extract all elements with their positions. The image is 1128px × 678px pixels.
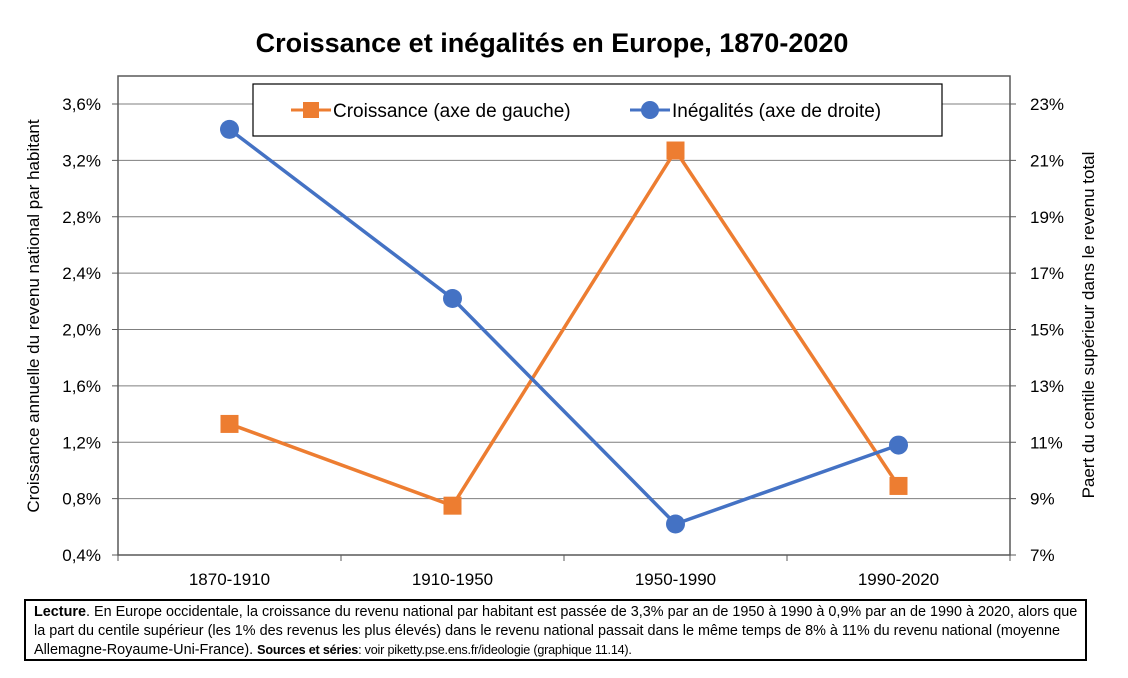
data-point-croissance: [443, 496, 462, 515]
y-left-tick-label: 1,2%: [62, 433, 101, 452]
series: [220, 119, 908, 534]
data-point-croissance: [220, 414, 239, 433]
data-point-croissance: [666, 141, 685, 160]
x-tick-label: 1990-2020: [858, 570, 939, 589]
y-right-tick-label: 9%: [1030, 490, 1055, 509]
y-left-tick-label: 0,8%: [62, 490, 101, 509]
chart-title: Croissance et inégalités en Europe, 1870…: [255, 28, 849, 58]
legend-box: [252, 83, 943, 137]
series-line-croissance: [228, 148, 900, 508]
lecture-note: Lecture. En Europe occidentale, la crois…: [24, 599, 1087, 661]
x-tick-label: 1950-1990: [635, 570, 716, 589]
y-right-tick-label: 15%: [1030, 321, 1064, 340]
y-right-tick-label: 21%: [1030, 151, 1064, 170]
data-point-inegalites: [220, 119, 239, 139]
sources-label: Sources et séries: [257, 643, 359, 657]
y-right-tick-label: 19%: [1030, 208, 1064, 227]
y-left-tick-label: 1,6%: [62, 377, 101, 396]
data-point-inegalites: [889, 435, 908, 455]
y-right-tick-label: 23%: [1030, 95, 1064, 114]
y-left-tick-label: 3,2%: [62, 151, 101, 170]
lecture-text: . En Europe occidentale, la croissance d…: [34, 604, 1078, 658]
data-point-inegalites: [443, 288, 462, 308]
y-right-tick-label: 13%: [1030, 377, 1064, 396]
legend: Croissance (axe de gauche) Inégalités (a…: [252, 83, 943, 137]
y-left-tick-label: 2,4%: [62, 264, 101, 283]
legend-marker-croissance: [303, 102, 319, 118]
y-right-tick-label: 11%: [1030, 433, 1063, 452]
y-left-tick-label: 2,8%: [62, 208, 101, 227]
sources-text: : voir piketty.pse.ens.fr/ideologie (gra…: [358, 643, 632, 657]
y-right-tick-label: 7%: [1030, 546, 1055, 565]
x-tick-label: 1910-1950: [412, 570, 493, 589]
legend-marker-inegalites: [641, 101, 659, 119]
x-tick-label: 1870-1910: [189, 570, 270, 589]
y-axis-right-title: Paert du centile supérieur dans le reven…: [1079, 152, 1098, 499]
data-point-inegalites: [666, 514, 685, 534]
ticks: 0,4% 7% 0,8% 9% 1,2% 11% 1,6% 13% 2,0% 15% 2,4% 17%…: [62, 95, 1064, 589]
legend-label-inegalites: Inégalités (axe de droite): [672, 101, 881, 122]
y-right-tick-label: 17%: [1030, 264, 1064, 283]
y-axis-left-title: Croissance annuelle du revenu national p…: [24, 119, 43, 512]
lecture-label: Lecture: [34, 604, 86, 620]
y-left-tick-label: 3,6%: [62, 95, 101, 114]
data-point-croissance: [889, 476, 908, 495]
y-left-tick-label: 0,4%: [62, 546, 101, 565]
legend-label-croissance: Croissance (axe de gauche): [333, 101, 571, 122]
series-line-inegalites: [228, 127, 900, 526]
y-left-tick-label: 2,0%: [62, 321, 101, 340]
